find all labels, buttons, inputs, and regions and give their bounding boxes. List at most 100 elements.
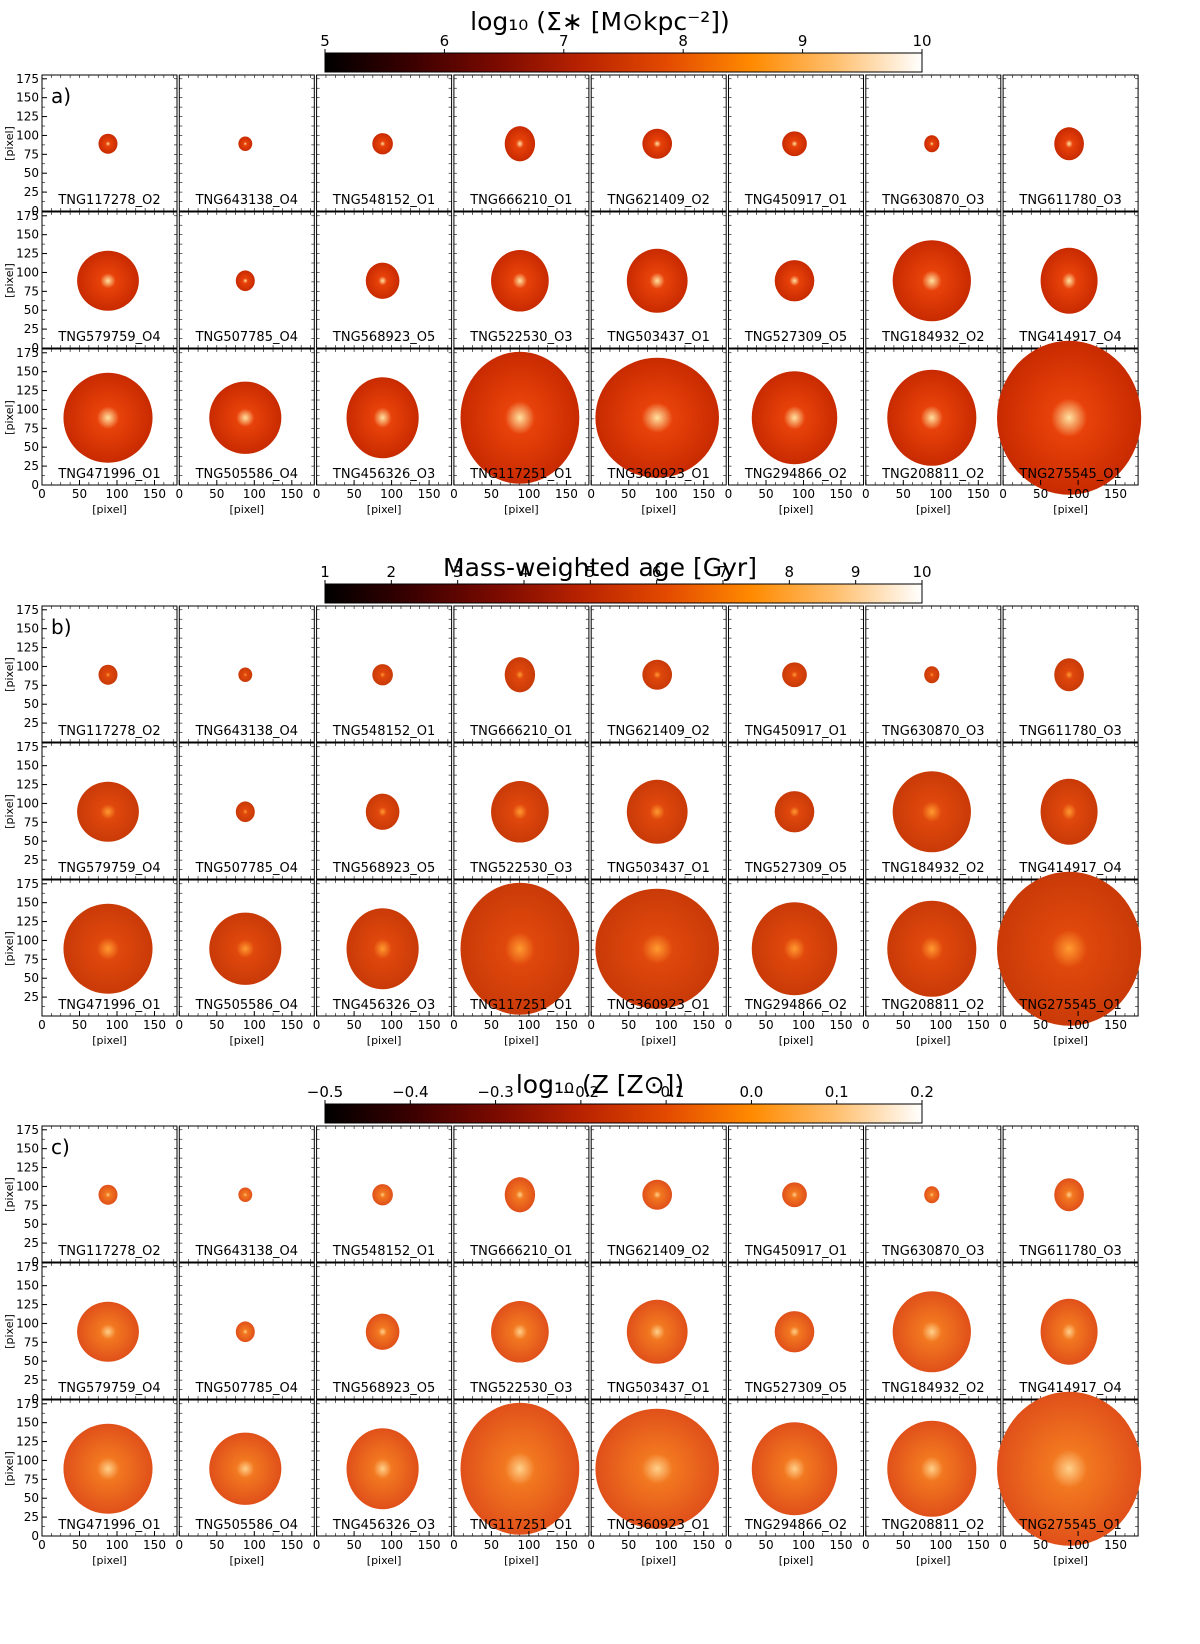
x-axis-label: [pixel] bbox=[229, 503, 264, 516]
galaxy-id-label: TNG117278_O2 bbox=[57, 724, 160, 739]
galaxy-id-label: TNG208811_O2 bbox=[881, 1518, 984, 1533]
y-tick-label: 50 bbox=[24, 1217, 39, 1231]
galaxy-id-label: TNG414917_O4 bbox=[1018, 861, 1121, 876]
galaxy-id-label: TNG568923_O5 bbox=[332, 861, 435, 876]
y-tick-label: 50 bbox=[24, 834, 39, 848]
galaxy-map bbox=[774, 1311, 815, 1353]
map-panel: TNG294866_O2 0 50 100 150 [pixel] bbox=[725, 348, 864, 516]
map-panel: TNG117251_O1 0 50 100 150 [pixel] bbox=[450, 1399, 590, 1567]
x-axis-label: [pixel] bbox=[367, 503, 402, 516]
y-tick-label: 100 bbox=[16, 402, 39, 416]
galaxy-id-label: TNG505586_O4 bbox=[195, 998, 298, 1013]
map-panel: TNG579759_O4 0 25 50 75 100 125 150 175 [pixel] bbox=[3, 209, 178, 355]
y-axis-label: [pixel] bbox=[3, 263, 16, 298]
x-tick-label: 150 bbox=[143, 1018, 166, 1032]
galaxy-map bbox=[235, 270, 255, 292]
y-tick-label: 75 bbox=[24, 284, 39, 298]
map-panel: TNG621409_O2 bbox=[590, 605, 727, 743]
y-tick-label: 100 bbox=[16, 659, 39, 673]
map-panel: TNG527309_O5 bbox=[728, 211, 864, 349]
x-tick-label: 150 bbox=[967, 487, 990, 501]
x-tick-label: 0 bbox=[725, 487, 733, 501]
y-tick-label: 175 bbox=[16, 209, 39, 223]
x-tick-label: 50 bbox=[1033, 1018, 1048, 1032]
x-tick-label: 100 bbox=[243, 487, 266, 501]
colorbar-title: Mass-weighted age [Gyr] bbox=[443, 553, 757, 582]
map-panel: TNG503437_O1 bbox=[590, 211, 727, 349]
map-panel: TNG208811_O2 0 50 100 150 [pixel] bbox=[862, 879, 1002, 1047]
galaxy-id-label: TNG666210_O1 bbox=[469, 193, 572, 208]
galaxy-id-label: TNG522530_O3 bbox=[469, 330, 572, 345]
galaxy-map bbox=[782, 131, 807, 157]
map-panel: TNG666210_O1 bbox=[453, 74, 590, 212]
galaxy-map bbox=[77, 1301, 139, 1362]
x-axis-label: [pixel] bbox=[916, 1554, 951, 1567]
galaxy-map bbox=[77, 250, 139, 311]
x-tick-label: 150 bbox=[1104, 487, 1127, 501]
galaxy-map bbox=[504, 126, 536, 162]
y-tick-label: 75 bbox=[24, 1335, 39, 1349]
y-tick-label: 50 bbox=[24, 303, 39, 317]
x-tick-label: 100 bbox=[929, 1538, 952, 1552]
x-tick-label: 100 bbox=[792, 487, 815, 501]
y-tick-label: 0 bbox=[31, 204, 39, 218]
galaxy-map bbox=[595, 888, 719, 1009]
panel-label: c) bbox=[51, 1135, 70, 1159]
x-tick-label: 50 bbox=[621, 1018, 636, 1032]
galaxy-id-label: TNG643138_O4 bbox=[195, 1244, 298, 1259]
map-panel: TNG450917_O1 bbox=[728, 1125, 864, 1263]
x-tick-label: 100 bbox=[380, 1538, 403, 1552]
x-axis-label: [pixel] bbox=[504, 1554, 539, 1567]
x-tick-label: 100 bbox=[380, 487, 403, 501]
colorbar-tick-label: −0.4 bbox=[392, 1083, 428, 1101]
galaxy-map bbox=[460, 351, 580, 484]
map-panel: TNG275545_O10 50 100 150[pixel] bbox=[997, 1391, 1142, 1567]
y-tick-label: 150 bbox=[16, 1416, 39, 1430]
map-panel: TNG507785_O4 bbox=[178, 211, 315, 349]
y-tick-label: 125 bbox=[16, 778, 39, 792]
map-panel: TNG527309_O5 bbox=[728, 742, 864, 880]
map-panel: TNG184932_O2 bbox=[865, 1262, 1002, 1400]
y-axis-label: [pixel] bbox=[3, 1177, 16, 1212]
galaxy-map bbox=[1054, 1178, 1084, 1212]
colorbar-tick-label: 1 bbox=[320, 563, 330, 581]
y-tick-label: 25 bbox=[24, 853, 39, 867]
x-tick-label: 50 bbox=[209, 1538, 224, 1552]
map-panel: TNG548152_O1 bbox=[316, 1125, 453, 1263]
x-tick-label: 100 bbox=[106, 1538, 129, 1552]
y-tick-label: 125 bbox=[16, 1161, 39, 1175]
galaxy-id-label: TNG275545_O1 bbox=[1018, 998, 1121, 1013]
x-tick-label: 0 bbox=[862, 487, 870, 501]
x-tick-label: 0 bbox=[38, 487, 46, 501]
x-tick-label: 50 bbox=[621, 1538, 636, 1552]
x-tick-label: 150 bbox=[692, 487, 715, 501]
colorbar-tick-label: 0.1 bbox=[825, 1083, 849, 1101]
y-tick-label: 125 bbox=[16, 247, 39, 261]
galaxy-map bbox=[365, 1313, 400, 1350]
x-tick-label: 100 bbox=[655, 1018, 678, 1032]
galaxy-map bbox=[209, 912, 282, 985]
y-tick-label: 150 bbox=[16, 365, 39, 379]
galaxy-map bbox=[626, 248, 688, 313]
galaxy-map bbox=[782, 1182, 807, 1208]
x-tick-label: 150 bbox=[143, 1538, 166, 1552]
y-tick-label: 100 bbox=[16, 796, 39, 810]
galaxy-id-label: TNG450917_O1 bbox=[744, 1244, 847, 1259]
colorbar-tick-label: 6 bbox=[652, 563, 662, 581]
galaxy-map bbox=[595, 1408, 719, 1529]
y-tick-label: 175 bbox=[16, 72, 39, 86]
y-axis-label: [pixel] bbox=[3, 126, 16, 161]
map-panel: TNG503437_O1 bbox=[590, 1262, 727, 1400]
colorbar-tick-label: 10 bbox=[912, 563, 931, 581]
map-panel: TNG579759_O4 25 50 75 100 125 150 175 [pixel] bbox=[3, 740, 178, 880]
panel-frame bbox=[41, 605, 178, 743]
y-tick-label: 125 bbox=[16, 1435, 39, 1449]
x-tick-label: 50 bbox=[346, 487, 361, 501]
map-panel: TNG611780_O3 bbox=[1002, 74, 1139, 212]
map-panel: TNG621409_O2 bbox=[590, 74, 727, 212]
galaxy-id-label: TNG611780_O3 bbox=[1018, 724, 1121, 739]
galaxy-id-label: TNG611780_O3 bbox=[1018, 193, 1121, 208]
galaxy-id-label: TNG471996_O1 bbox=[57, 998, 160, 1013]
x-tick-label: 50 bbox=[896, 1538, 911, 1552]
map-panel: TNG360923_O1 0 50 100 150 [pixel] bbox=[587, 348, 727, 516]
